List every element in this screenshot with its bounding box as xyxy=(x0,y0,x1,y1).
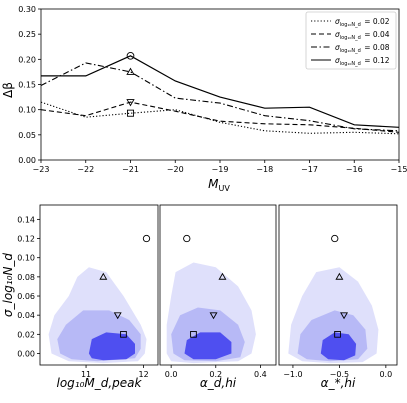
legend-value-1: = 0.02 xyxy=(362,17,390,26)
top-x-tick-label-1: −22 xyxy=(77,165,94,174)
top-x-axis-label: MUV xyxy=(208,177,230,193)
panel-1-y-tick-label-0: 0.00 xyxy=(17,350,35,359)
top-x-tick-label-2: −21 xyxy=(122,165,139,174)
series-line-2 xyxy=(40,101,400,133)
panel-3-point-square xyxy=(334,331,341,338)
corner-y-axis-label: σ_log₁₀N_d xyxy=(1,253,15,317)
panel-1-point-triangle-up xyxy=(99,272,108,280)
series-line-3 xyxy=(40,62,400,132)
panel-2-point-triangle-up xyxy=(218,272,227,280)
panel-2-x-tick-label-1: 0.2 xyxy=(209,370,222,379)
panel-3-point-triangle-up xyxy=(335,272,344,280)
panel-1-point-circle xyxy=(142,234,151,243)
panel-3-frame xyxy=(278,204,398,366)
top-x-tick-label-7: −16 xyxy=(346,165,363,174)
top-y-tick-label-6: 0.30 xyxy=(18,5,36,14)
legend-subscript-2: log₁₀N_d xyxy=(340,35,361,41)
panel-1-point-square xyxy=(120,331,127,338)
panel-3-x-tick-label-2: 0.0 xyxy=(379,370,392,379)
legend-symbol-4: σ xyxy=(335,56,340,65)
panel-3-point-circle xyxy=(331,234,339,243)
panel-3-x-tick-label-0: −1.0 xyxy=(283,370,302,379)
legend-label-1: σlog₁₀N_d = 0.02 xyxy=(335,17,390,28)
series-marker-1 xyxy=(126,109,135,117)
panel-1-x-tick-label-1: 12 xyxy=(139,370,149,379)
corner-panel-log-mass-peak: 11 12 0.00 0.02 0.04 0.06 0.08 0.10 0.12 0.14 xyxy=(17,204,159,379)
panel-3-point-triangle-down xyxy=(340,312,349,320)
legend-subscript-4: log₁₀N_d xyxy=(340,61,361,67)
legend-label-2: σlog₁₀N_d = 0.04 xyxy=(335,30,390,41)
corner-2-x-label: α_d,hi xyxy=(200,376,237,390)
series-marker-4 xyxy=(126,51,135,60)
top-x-tick-label-0: −23 xyxy=(33,165,50,174)
legend-label-3: σlog₁₀N_d = 0.08 xyxy=(335,43,390,54)
series-marker-3 xyxy=(126,67,135,75)
panel-2-point-square xyxy=(190,331,197,338)
panel-1-contour-inner xyxy=(88,332,135,361)
top-y-tick-label-2: 0.10 xyxy=(18,106,36,115)
panel-1-y-tick-label-7: 0.14 xyxy=(17,215,35,224)
panel-3-contour-inner xyxy=(320,332,357,361)
top-x-tick-label-6: −17 xyxy=(301,165,318,174)
series-line-1 xyxy=(40,101,400,135)
corner-1-x-label: log₁₀M_d,peak xyxy=(56,376,142,390)
legend-subscript-3: log₁₀N_d xyxy=(340,48,361,54)
legend-symbol-1: σ xyxy=(335,17,340,26)
top-x-tick-label-5: −18 xyxy=(256,165,273,174)
top-x-axis-label-main: M xyxy=(208,177,219,191)
legend-box xyxy=(305,11,397,70)
top-x-axis-label-sub: UV xyxy=(219,184,231,193)
corner-panel-alpha-d-hi: 0.0 0.2 0.4 xyxy=(159,204,277,379)
top-y-tick-label-0: 0.00 xyxy=(18,156,36,165)
panel-1-y-tick-label-6: 0.12 xyxy=(17,235,35,244)
legend-value-4: = 0.12 xyxy=(362,56,390,65)
panel-2-frame xyxy=(159,204,277,366)
corner-plot-panels: 11 12 0.00 0.02 0.04 0.06 0.08 0.10 0.12 0.14 0.0… xyxy=(1,204,398,390)
panel-1-y-tick-label-5: 0.10 xyxy=(17,254,35,263)
legend-symbol-2: σ xyxy=(335,30,340,39)
corner-3-x-label: α_*,hi xyxy=(321,376,356,390)
panel-1-y-tick-label-4: 0.08 xyxy=(17,273,35,282)
panel-2-x-tick-label-2: 0.4 xyxy=(254,370,267,379)
top-x-tick-label-8: −15 xyxy=(391,165,407,174)
top-line-chart: −23 −22 −21 −20 −19 −18 −17 −16 −15 0.00 0.05 0.10 0… xyxy=(1,5,407,193)
top-y-tick-label-4: 0.20 xyxy=(18,55,36,64)
panel-2-point-circle xyxy=(183,234,191,243)
panel-2-point-triangle-down xyxy=(209,312,218,320)
panel-3-x-tick-label-1: −0.5 xyxy=(330,370,349,379)
legend-subscript-1: log₁₀N_d xyxy=(340,22,361,28)
legend-value-3: = 0.08 xyxy=(362,43,390,52)
panel-2-contour-inner xyxy=(184,332,232,360)
top-y-tick-label-3: 0.15 xyxy=(18,81,36,90)
top-axis-ticks: −23 −22 −21 −20 −19 −18 −17 −16 −15 0.00 0.05 0.10 0… xyxy=(18,5,407,174)
corner-panel-alpha-star-hi: −1.0 −0.5 0.0 xyxy=(278,204,398,379)
panel-1-y-tick-label-3: 0.06 xyxy=(17,292,35,301)
panel-1-y-tick-label-1: 0.02 xyxy=(17,330,35,339)
top-x-tick-label-3: −20 xyxy=(167,165,184,174)
top-x-tick-label-4: −19 xyxy=(212,165,229,174)
legend-symbol-3: σ xyxy=(335,43,340,52)
panel-1-y-tick-label-2: 0.04 xyxy=(17,311,35,320)
series-marker-2 xyxy=(126,99,135,107)
panel-1-frame xyxy=(39,204,159,366)
legend-value-2: = 0.04 xyxy=(362,30,390,39)
panel-1-point-triangle-down xyxy=(113,312,122,320)
panel-2-x-tick-label-0: 0.0 xyxy=(165,370,178,379)
series-line-4 xyxy=(41,55,400,128)
legend-label-4: σlog₁₀N_d = 0.12 xyxy=(335,56,390,67)
top-y-tick-label-5: 0.25 xyxy=(18,30,36,39)
top-series-group xyxy=(40,51,400,135)
top-y-tick-label-1: 0.05 xyxy=(18,131,36,140)
panel-1-x-tick-label-0: 11 xyxy=(81,370,91,379)
top-y-axis-label: Δβ xyxy=(1,82,15,98)
